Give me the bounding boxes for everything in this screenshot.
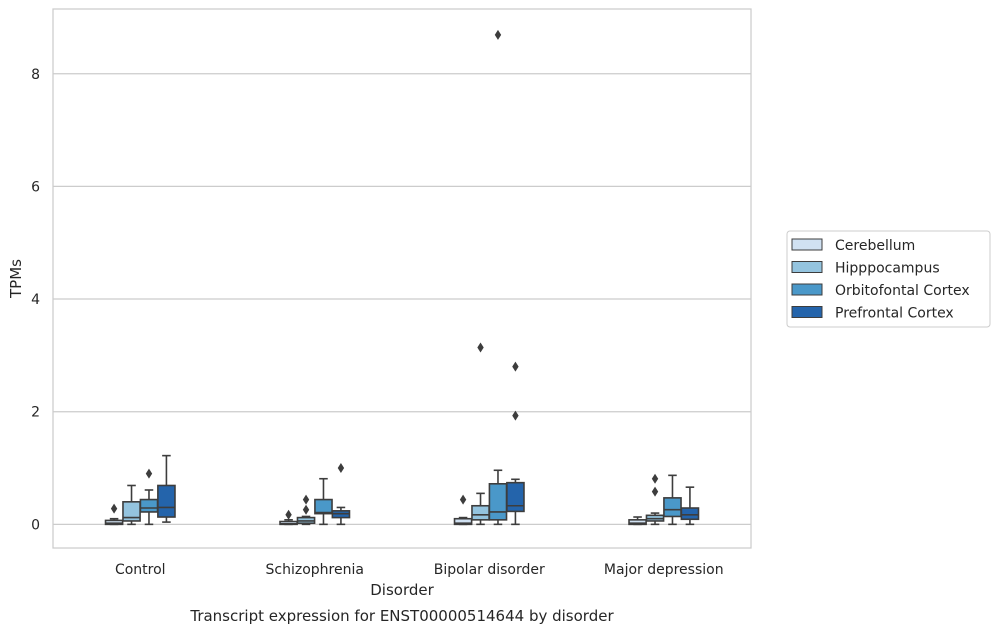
box-body [488, 482, 508, 521]
outlier-point [494, 29, 502, 40]
series-cerebellum [104, 494, 647, 526]
chart-title: Transcript expression for ENST0000051464… [189, 607, 614, 625]
box [314, 477, 333, 526]
box [104, 503, 124, 526]
legend-item: Orbitofontal Cortex [791, 283, 970, 299]
legend-swatch [791, 238, 823, 251]
legend-swatch [791, 306, 823, 318]
box-body [506, 481, 525, 513]
legend-label: Orbitofontal Cortex [835, 283, 970, 299]
y-tick-labels: 0 2 4 6 8 [31, 67, 40, 534]
outlier-point [651, 473, 659, 484]
box [506, 361, 525, 526]
outlier-point [110, 503, 118, 514]
box-body [680, 507, 700, 521]
x-tick-label: Schizophrenia [266, 562, 364, 578]
outlier-point [512, 361, 519, 372]
x-axis-label: Disorder [370, 581, 434, 599]
box-body [663, 497, 682, 518]
box [157, 454, 176, 523]
legend-label: Prefrontal Cortex [835, 306, 954, 322]
box-series [104, 29, 700, 526]
legend-item: Hipppocampus [791, 261, 940, 277]
outlier-point [337, 463, 345, 474]
legend-frame [786, 230, 991, 328]
box [488, 29, 508, 526]
box-body [139, 498, 159, 513]
x-tick-label: Control [115, 562, 166, 578]
box [680, 486, 700, 526]
x-tick-label: Bipolar disorder [434, 562, 545, 578]
y-tick-label: 8 [31, 67, 40, 83]
box [279, 509, 298, 526]
x-tick-labels: Control Schizophrenia Bipolar disorder Majo… [115, 562, 724, 578]
outlier-point [459, 494, 467, 505]
y-axis-label: TPMs [7, 259, 25, 299]
legend-swatch [791, 283, 823, 296]
outlier-point [302, 504, 310, 515]
legend: Cerebellum Hipppocampus Orbitofontal Corte… [786, 230, 991, 328]
box [628, 516, 647, 526]
grid-lines [53, 73, 751, 525]
box [663, 474, 682, 526]
outlier-point [512, 410, 519, 421]
box-body [157, 484, 176, 518]
legend-item: Cerebellum [791, 238, 915, 254]
y-tick-label: 0 [31, 517, 40, 533]
outlier-point [651, 486, 659, 497]
outlier-point [145, 468, 153, 479]
box-body [471, 504, 490, 521]
box [296, 494, 316, 526]
box [122, 484, 141, 526]
series-hipppocampus [122, 342, 665, 526]
box-body [104, 519, 124, 526]
series-prefrontal-cortex [157, 361, 700, 526]
box [331, 463, 351, 526]
box-body [453, 517, 473, 526]
box-body [628, 519, 647, 526]
x-tick-label: Major depression [604, 562, 724, 578]
outlier-point [285, 509, 292, 520]
legend-label: Cerebellum [835, 238, 915, 254]
legend-label: Hipppocampus [835, 261, 940, 277]
legend-item: Prefrontal Cortex [791, 306, 954, 322]
series-orbitofontal-cortex [139, 29, 682, 526]
box [453, 494, 473, 526]
plot-frame [52, 8, 752, 549]
y-tick-label: 6 [31, 179, 40, 195]
y-tick-label: 2 [31, 405, 40, 421]
box [471, 342, 490, 526]
outlier-point [302, 494, 310, 505]
box-body [314, 498, 333, 515]
legend-swatch [791, 261, 823, 273]
y-tick-label: 4 [31, 292, 40, 308]
outlier-point [477, 342, 484, 353]
box [139, 468, 159, 526]
box [645, 473, 665, 526]
